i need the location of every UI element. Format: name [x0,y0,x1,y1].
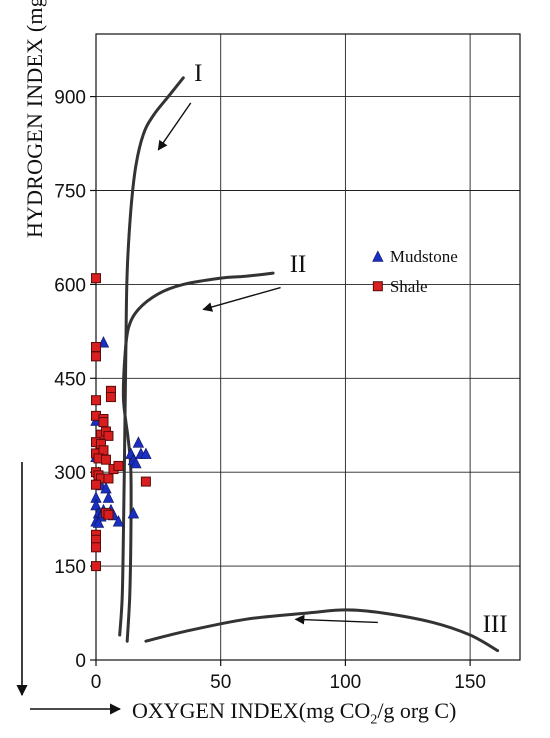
mudstone-point [112,515,125,527]
legend-marker-mudstone [372,250,384,262]
legend-label-shale: Shale [390,277,428,296]
mudstone-point [127,507,140,519]
tick-labels: 0 50 100 150 0 150 300 450 600 750 900 [54,88,486,693]
mudstone-point [92,516,105,528]
curve-label: I [194,60,202,87]
curve-label: II [290,251,307,278]
shale-point [91,342,101,352]
mudstone-point [140,447,152,459]
kerogen-curve-3 [144,608,500,653]
y-tick-label: 0 [75,651,86,672]
mudstone-point [130,456,142,469]
shale-point [91,351,101,362]
x-axis-label-tail: /g org C) [377,698,457,723]
y-tick-label: 150 [54,557,86,578]
y-tick-label: 450 [54,369,86,390]
curve-direction-arrow [294,614,378,625]
y-axis-label: HYDROGEN INDEX (mg HC/g org C) [22,0,47,238]
shale-point [100,454,111,465]
curve-direction-arrow [157,102,192,151]
kerogen-curve-1 [118,76,185,637]
shale-point [140,476,151,487]
x-axis-label-subscript: 2 [370,712,378,728]
curve-label: III [483,611,508,638]
shale-point [91,561,101,572]
shale-point [113,460,124,471]
shale-point [91,273,101,284]
y-tick-label: 900 [54,88,86,109]
grid [96,34,520,660]
x-tick-label: 100 [330,672,362,693]
shale-point [103,509,114,520]
curve-direction-arrow [202,286,281,312]
y-tick-label: 750 [54,182,86,203]
shale-point [103,473,114,484]
y-tick-label: 600 [54,275,86,296]
legend: Mudstone Shale [372,247,458,296]
x-tick-label: 50 [210,672,231,693]
shale-point [91,479,101,490]
mudstone-point [100,481,112,494]
y-tick-label: 300 [54,463,86,484]
data-points [90,273,152,572]
shale-point [98,417,109,428]
shale-point [105,392,116,403]
x-tick-label: 150 [454,672,486,693]
x-axis-label-text: OXYGEN INDEX(mg CO [132,698,371,723]
shale-point [91,542,101,553]
x-tick-label: 0 [91,672,102,693]
x-axis-label: OXYGEN INDEX(mg CO2/g org C) [132,698,456,728]
shale-point [91,395,101,406]
legend-marker-shale [372,281,383,292]
mudstone-point [132,436,145,448]
legend-label-mudstone: Mudstone [390,247,458,266]
shale-point [103,430,114,441]
mudstone-point [102,491,115,503]
axis-arrows [16,462,122,715]
